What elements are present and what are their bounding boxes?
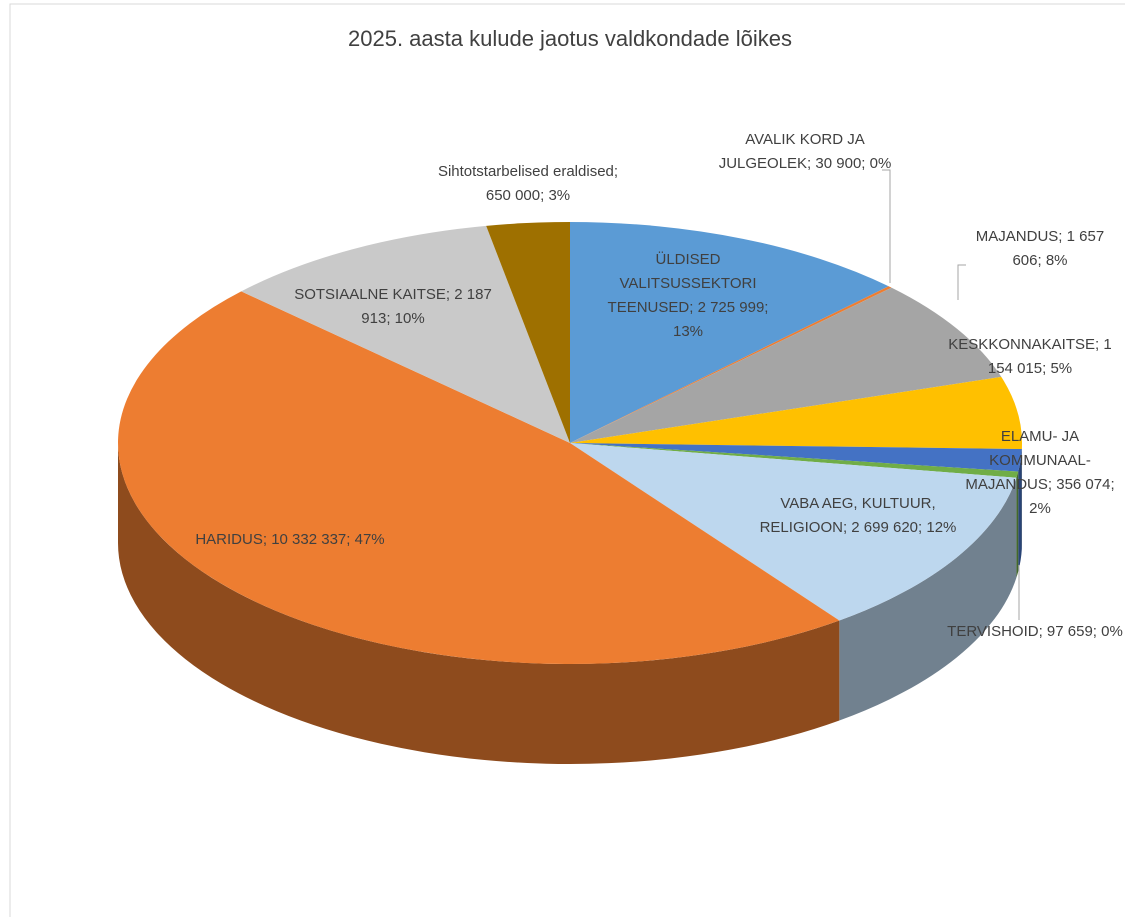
slice-side — [1018, 449, 1022, 572]
label-name: MAJANDUS; — [975, 228, 1063, 245]
label-percent: 2% — [1029, 500, 1051, 517]
data-label: Sihtotstarbelised eraldised; 650 000; 3% — [428, 160, 628, 208]
label-value: 1 657 606; — [1012, 228, 1105, 269]
data-label: TERVISHOID; 97 659; 0% — [940, 620, 1125, 644]
label-name: AVALIK KORD JA JULGEOLEK; — [718, 131, 865, 172]
data-label: AVALIK KORD JA JULGEOLEK; 30 900; 0% — [715, 128, 895, 176]
label-value: 2 187 913; — [361, 286, 492, 327]
leader-line — [957, 264, 966, 300]
slice — [570, 443, 1017, 621]
label-value: 2 699 620; — [851, 519, 923, 536]
label-name: KESKKONNAKAITSE; — [948, 336, 1100, 353]
label-percent: 0% — [1101, 623, 1123, 640]
label-name: SOTSIAALNE KAITSE; — [294, 286, 451, 303]
label-name: ÜLDISED VALITSUSSEKTORI TEENUSED; — [607, 251, 757, 316]
leader-line — [882, 169, 891, 283]
label-percent: 10% — [394, 310, 425, 327]
pie — [117, 222, 1022, 764]
label-name: VABA AEG, KULTUUR, RELIGIOON; — [759, 495, 936, 536]
slice — [117, 291, 840, 665]
label-value: 97 659; — [1046, 623, 1097, 640]
data-label: ELAMU- JA KOMMUNAAL-MAJANDUS; 356 074; 2… — [955, 425, 1125, 521]
label-percent: 12% — [926, 519, 957, 536]
data-label: ÜLDISED VALITSUSSEKTORI TEENUSED; 2 725 … — [593, 248, 783, 344]
chart-border — [9, 3, 1125, 917]
label-value: 30 900; — [815, 155, 866, 172]
chart-title: 2025. aasta kulude jaotus valdkondade lõ… — [348, 26, 792, 51]
data-label: SOTSIAALNE KAITSE; 2 187 913; 10% — [288, 283, 498, 331]
label-percent: 47% — [354, 531, 385, 548]
label-value: 1 154 015; — [987, 336, 1112, 377]
label-name: ELAMU- JA KOMMUNAAL-MAJANDUS; — [965, 428, 1091, 493]
slice — [570, 286, 892, 443]
label-value: 356 074; — [1056, 476, 1115, 493]
slice — [570, 443, 1019, 478]
slice — [486, 222, 570, 443]
slice-side — [1016, 471, 1019, 578]
label-percent: 3% — [548, 187, 571, 204]
data-label: VABA AEG, KULTUUR, RELIGIOON; 2 699 620;… — [753, 492, 963, 540]
label-percent: 0% — [869, 155, 892, 172]
slice — [570, 443, 1022, 472]
label-percent: 13% — [672, 323, 704, 340]
slice-side — [839, 477, 1017, 721]
label-percent: 8% — [1045, 252, 1068, 269]
slice — [570, 376, 1022, 450]
label-name: Sihtotstarbelised eraldised; — [437, 163, 619, 180]
label-name: TERVISHOID; — [947, 623, 1043, 640]
data-label: HARIDUS; 10 332 337; 47% — [170, 528, 410, 552]
slice-side — [118, 443, 840, 764]
label-percent: 5% — [1050, 360, 1073, 377]
label-value: 650 000; — [485, 187, 545, 204]
slice — [570, 287, 1002, 443]
label-name: HARIDUS; — [195, 531, 268, 548]
data-label: MAJANDUS; 1 657 606; 8% — [965, 225, 1115, 273]
slice — [570, 222, 889, 443]
slice — [241, 225, 570, 443]
label-value: 2 725 999; — [697, 299, 769, 316]
data-label: KESKKONNAKAITSE; 1 154 015; 5% — [935, 333, 1125, 381]
label-value: 10 332 337; — [271, 531, 351, 548]
